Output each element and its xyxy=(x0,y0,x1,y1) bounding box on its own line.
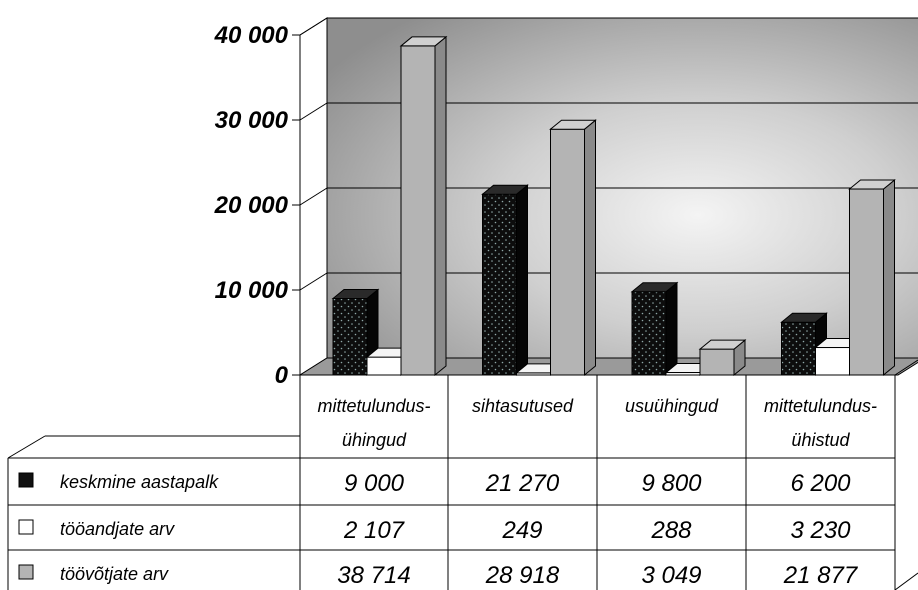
bar xyxy=(331,288,380,377)
category-label: usuühingud xyxy=(625,396,719,416)
bar xyxy=(549,119,597,377)
y-tick-label: 30 000 xyxy=(215,107,289,134)
category-label: ühistud xyxy=(791,430,850,450)
legend-swatch xyxy=(18,519,34,535)
gridline xyxy=(299,102,328,121)
table-depth-line xyxy=(894,359,918,376)
bar xyxy=(848,178,896,377)
data-label: 21 270 xyxy=(485,470,560,497)
table-depth-line xyxy=(7,435,46,459)
gridline xyxy=(299,272,328,291)
bar xyxy=(630,281,679,377)
gridline xyxy=(299,187,328,206)
category-label: mittetulundus- xyxy=(317,396,430,416)
data-label: 21 877 xyxy=(783,562,859,589)
gridline xyxy=(299,17,328,36)
y-tick-label: 20 000 xyxy=(214,192,289,219)
category-label: ühingud xyxy=(342,430,407,450)
data-label: 3 230 xyxy=(790,517,851,544)
legend-label: tööandjate arv xyxy=(60,519,175,539)
data-label: 2 107 xyxy=(343,517,406,544)
data-label: 3 049 xyxy=(641,562,701,589)
bar xyxy=(481,184,529,377)
data-label: 28 918 xyxy=(485,562,560,589)
bar xyxy=(698,339,747,377)
y-tick-label: 10 000 xyxy=(215,277,289,304)
legend-swatch xyxy=(18,472,34,488)
category-label: mittetulundus- xyxy=(764,396,877,416)
table-depth-line xyxy=(894,572,918,590)
data-label: 9 800 xyxy=(641,470,702,497)
data-label: 6 200 xyxy=(790,470,851,497)
bar xyxy=(399,35,448,377)
legend-swatch xyxy=(18,564,34,580)
data-label: 38 714 xyxy=(337,562,410,589)
data-label: 249 xyxy=(501,517,542,544)
y-tick-label: 40 000 xyxy=(214,22,289,49)
category-label: sihtasutused xyxy=(472,396,574,416)
data-label: 9 000 xyxy=(344,470,405,497)
y-tick-label: 0 xyxy=(275,362,289,389)
legend-label: keskmine aastapalk xyxy=(60,472,219,492)
data-label: 288 xyxy=(650,517,692,544)
legend-label: töövõtjate arv xyxy=(60,564,169,584)
